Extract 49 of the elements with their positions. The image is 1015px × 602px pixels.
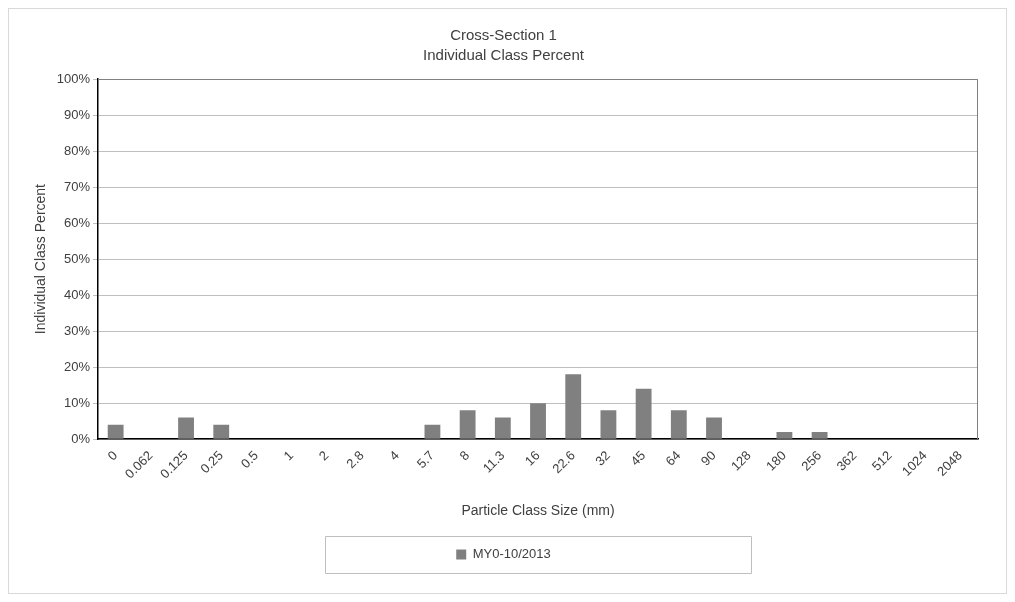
x-tick-label: 90	[697, 447, 719, 469]
x-tick-label: 5.7	[413, 447, 438, 472]
y-tick-label: 60%	[64, 214, 91, 230]
x-tick-label: 128	[727, 447, 754, 474]
y-tick-label: 100%	[56, 70, 91, 86]
bar	[213, 424, 230, 439]
legend-label: MY0-10/2013	[472, 546, 551, 562]
bar	[424, 424, 441, 439]
y-tick-label: 0%	[71, 430, 91, 446]
x-tick-label: 4	[386, 447, 402, 464]
bar	[811, 431, 828, 439]
x-tick-label: 180	[763, 447, 790, 474]
x-tick-label: 8	[456, 447, 473, 464]
x-axis-title: Particle Class Size (mm)	[461, 502, 615, 519]
bar	[178, 417, 194, 439]
x-tick-label: 256	[798, 447, 825, 474]
x-tick-label: 512	[868, 447, 895, 474]
y-tick-label: 70%	[64, 178, 91, 194]
x-tick-label: 11.3	[479, 447, 508, 476]
x-tick-label: 45	[627, 447, 649, 469]
bar	[635, 388, 652, 439]
bar	[530, 403, 546, 439]
bar	[459, 410, 476, 439]
y-tick-label: 20%	[64, 358, 91, 374]
bar	[494, 417, 511, 439]
chart-subtitle: Individual Class Percent	[423, 46, 585, 64]
bar	[670, 410, 687, 439]
x-tick-label: 16	[521, 447, 543, 469]
bar	[776, 431, 793, 439]
y-tick-label: 40%	[64, 286, 91, 302]
y-tick-label: 90%	[64, 106, 91, 122]
bar	[565, 374, 582, 439]
x-tick-label: 1	[280, 447, 297, 464]
y-axis-title: Individual Class Percent	[32, 183, 49, 335]
chart-title: Cross-Section 1	[450, 26, 557, 44]
x-tick-label: 362	[833, 447, 860, 474]
x-tick-label: 2	[315, 447, 332, 464]
x-tick-label: 32	[592, 447, 614, 469]
y-tick-label: 80%	[64, 142, 91, 158]
bar	[706, 417, 722, 439]
y-tick-label: 50%	[64, 250, 91, 266]
x-tick-label: 0	[104, 447, 121, 464]
bar	[107, 424, 124, 439]
y-tick-label: 30%	[64, 322, 91, 338]
bar	[600, 410, 617, 439]
y-tick-label: 10%	[64, 394, 91, 410]
x-tick-label: 2.8	[343, 447, 367, 472]
x-tick-label: 0.5	[237, 447, 262, 472]
x-tick-label: 64	[662, 447, 684, 469]
